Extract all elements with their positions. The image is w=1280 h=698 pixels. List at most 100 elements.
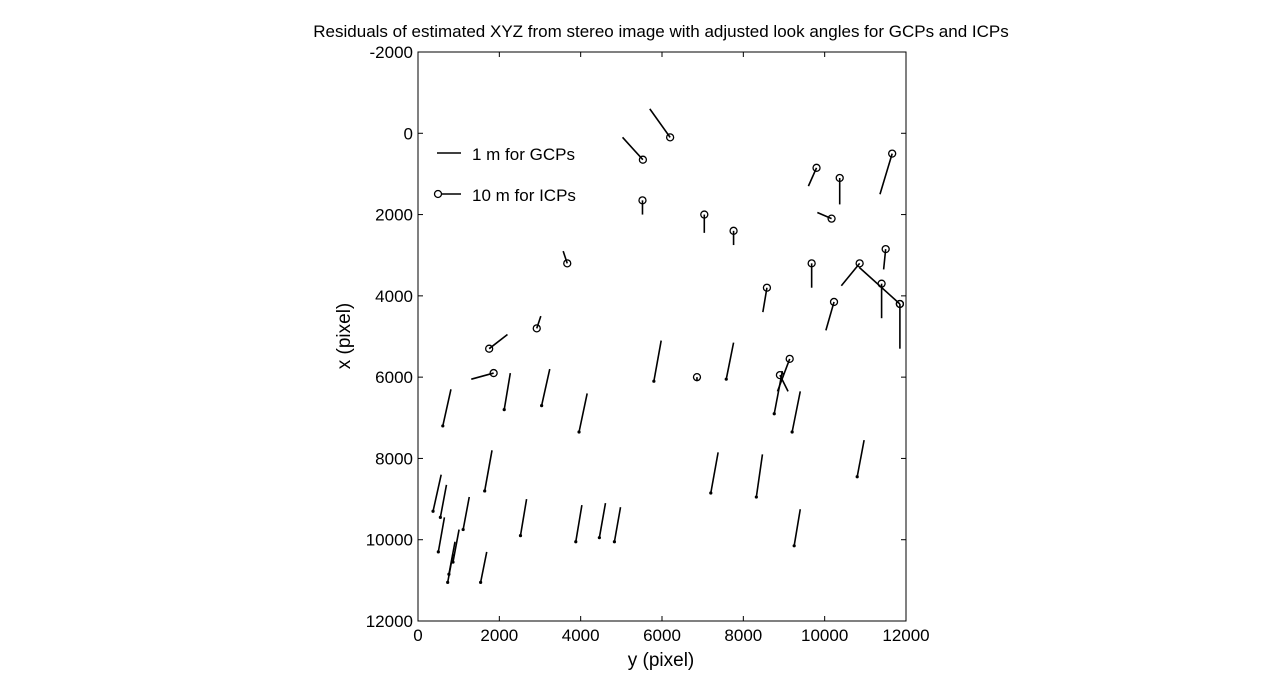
gcp-point-marker <box>431 509 435 513</box>
icp-point-marker <box>895 299 905 309</box>
gcp-residual-vector <box>710 452 719 494</box>
gcp-series <box>431 340 865 584</box>
plot-border <box>417 51 907 622</box>
gcp-point-marker <box>577 430 581 434</box>
gcp-point-marker <box>612 540 617 544</box>
gcp-residual-vector <box>483 450 493 492</box>
x-tick-label: 4000 <box>562 626 600 645</box>
gcp-residual-vector <box>519 498 528 536</box>
data-vectors <box>431 108 905 584</box>
legend: 1 m for GCPs 10 m for ICPs <box>433 145 576 205</box>
icp-point-marker <box>700 210 709 219</box>
plot-frame <box>417 51 907 622</box>
gcp-residual-vector <box>598 502 607 538</box>
y-tick-label: 6000 <box>375 368 413 387</box>
y-tick-label: 2000 <box>375 206 413 225</box>
gcp-point-marker <box>540 403 544 408</box>
icp-point-marker <box>762 283 772 292</box>
icp-residual-vector <box>621 136 644 161</box>
y-tick-label: 0 <box>404 124 413 143</box>
y-tick-label: 12000 <box>366 612 413 631</box>
icp-point-marker <box>665 133 675 142</box>
icp-point-marker <box>835 173 844 183</box>
gcp-residual-vector <box>462 496 471 530</box>
x-axis-ticks: 0 2000 4000 6000 8000 10000 12000 <box>413 52 930 645</box>
gcp-residual-vector <box>613 507 622 542</box>
y-axis-ticks: -2000 0 2000 4000 6000 8000 10000 12000 <box>366 43 906 631</box>
gcp-residual-vector <box>439 484 448 518</box>
gcp-point-marker <box>574 540 578 544</box>
icp-point-marker <box>785 354 794 364</box>
icp-residual-vector <box>879 153 893 195</box>
gcp-residual-vector <box>503 372 512 410</box>
gcp-residual-vector <box>452 529 460 563</box>
icp-point-marker <box>807 259 816 268</box>
icp-residual-vector <box>535 315 542 329</box>
icp-point-marker <box>532 324 541 333</box>
gcp-point-marker <box>436 550 440 554</box>
gcp-point-marker <box>502 408 506 412</box>
y-axis-label: x (pixel) <box>334 303 355 370</box>
gcp-point-marker <box>792 544 796 548</box>
icp-series <box>471 108 905 392</box>
gcp-residual-vector <box>725 342 735 380</box>
gcp-point-marker <box>483 489 487 493</box>
icp-point-marker <box>729 226 738 235</box>
gcp-point-marker <box>446 580 450 584</box>
x-tick-label: 10000 <box>801 626 848 645</box>
icp-point-marker <box>563 259 572 268</box>
x-tick-label: 12000 <box>882 626 929 645</box>
icp-point-marker <box>485 344 494 353</box>
gcp-residual-vector <box>793 509 802 546</box>
x-tick-label: 0 <box>413 626 422 645</box>
gcp-point-marker <box>855 475 859 479</box>
gcp-point-marker <box>597 536 601 540</box>
x-tick-label: 6000 <box>643 626 681 645</box>
gcp-residual-vector <box>653 340 662 382</box>
icp-residual-vector <box>825 301 835 331</box>
gcp-point-marker <box>724 377 728 381</box>
legend-icp-marker <box>433 189 443 199</box>
chart-title: Residuals of estimated XYZ from stereo i… <box>313 22 1008 41</box>
icp-point-marker <box>881 244 890 254</box>
x-axis-label: y (pixel) <box>628 650 695 671</box>
gcp-point-marker <box>790 430 794 434</box>
gcp-point-marker <box>772 412 776 416</box>
icp-point-marker <box>775 370 785 380</box>
y-tick-label: -2000 <box>370 43 413 62</box>
gcp-residual-vector <box>479 551 488 583</box>
icp-point-marker <box>812 163 821 172</box>
gcp-residual-vector <box>574 505 583 542</box>
gcp-residual-vector <box>791 391 802 433</box>
gcp-point-marker <box>438 515 442 519</box>
icp-residual-vector <box>649 108 671 138</box>
gcp-residual-vector <box>578 393 588 433</box>
gcp-point-marker <box>461 527 465 532</box>
gcp-point-marker <box>709 491 713 495</box>
icp-residual-vector <box>562 250 569 264</box>
gcp-point-marker <box>518 534 523 538</box>
x-tick-label: 8000 <box>724 626 762 645</box>
icp-point-marker <box>855 259 864 268</box>
icp-point-marker <box>827 214 836 223</box>
gcp-residual-vector <box>856 439 865 477</box>
x-tick-label: 2000 <box>480 626 518 645</box>
icp-point-marker <box>489 368 498 378</box>
gcp-residual-vector <box>446 553 454 583</box>
gcp-residual-vector <box>432 474 442 512</box>
gcp-point-marker <box>441 424 445 428</box>
gcp-point-marker <box>652 379 656 383</box>
icp-point-marker <box>829 297 839 307</box>
icp-residual-vector <box>840 262 861 287</box>
y-tick-label: 8000 <box>375 449 413 468</box>
y-tick-label: 4000 <box>375 287 413 306</box>
gcp-residual-vector <box>437 517 446 553</box>
icp-point-marker <box>692 372 702 382</box>
gcp-residual-vector <box>540 368 551 406</box>
icp-residual-vector <box>817 211 832 220</box>
icp-point-marker <box>888 149 897 158</box>
gcp-residual-vector <box>755 454 764 498</box>
legend-icp-label: 10 m for ICPs <box>472 186 576 205</box>
y-tick-label: 10000 <box>366 531 413 550</box>
